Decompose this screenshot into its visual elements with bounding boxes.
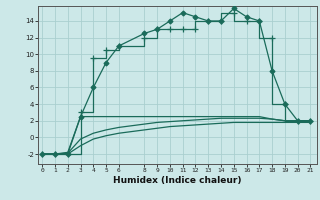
X-axis label: Humidex (Indice chaleur): Humidex (Indice chaleur) — [113, 176, 242, 185]
